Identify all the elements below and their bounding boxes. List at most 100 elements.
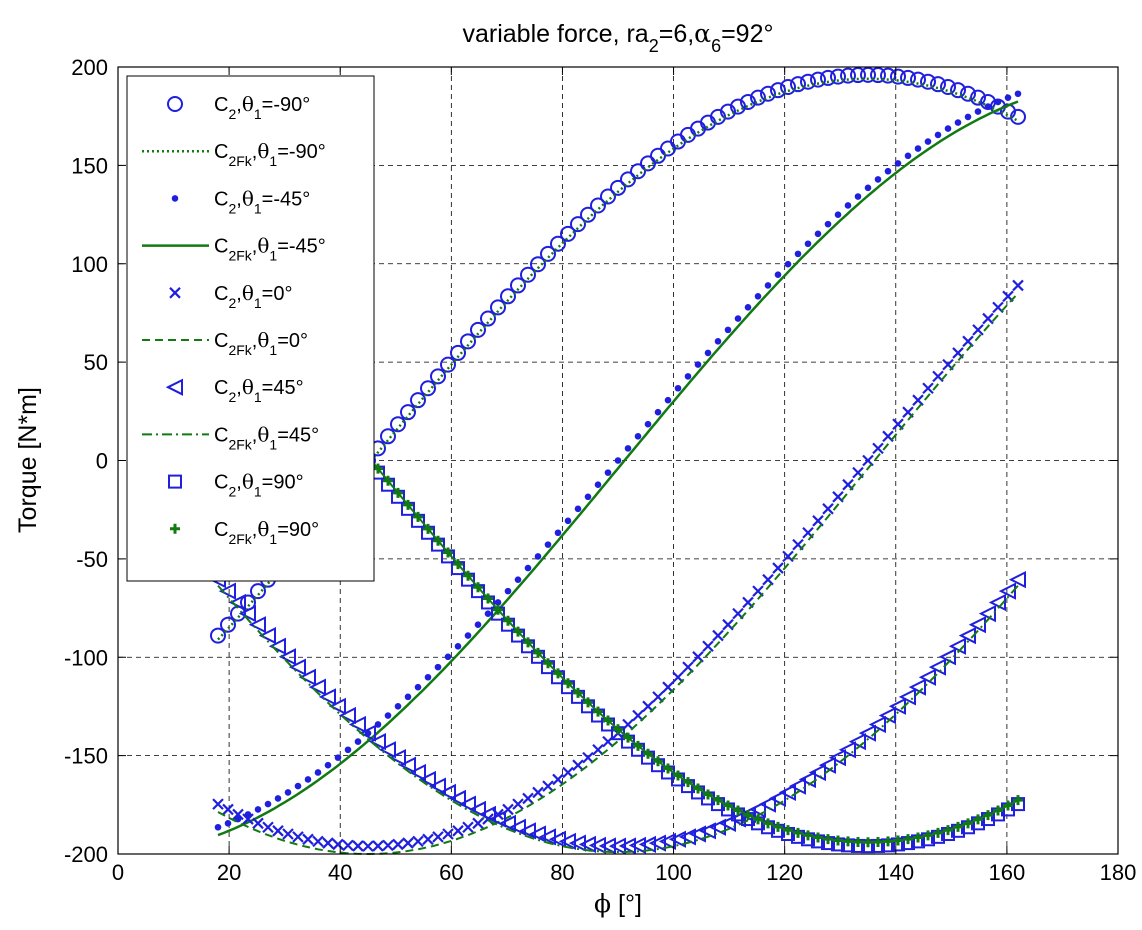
data-point [218, 582, 236, 600]
data-point [723, 800, 733, 811]
data-point [372, 840, 384, 852]
data-point [420, 380, 436, 397]
data-point [232, 808, 244, 821]
data-point [298, 668, 316, 686]
data-point [868, 715, 886, 734]
data-point [844, 202, 852, 209]
data-point [584, 493, 592, 501]
data-point [443, 547, 453, 558]
data-point [242, 813, 254, 825]
data-point [392, 838, 404, 851]
data-point [874, 176, 882, 183]
data-point [430, 368, 446, 385]
y-axis-label: Torque [N*m] [14, 387, 42, 533]
data-point [854, 193, 862, 200]
data-point [724, 326, 732, 334]
data-point [794, 250, 802, 258]
data-point [470, 321, 486, 338]
data-point [594, 481, 602, 489]
legend-label: C2Fk,θ1=-45° [214, 234, 326, 264]
data-point [402, 837, 414, 849]
data-point [663, 763, 673, 774]
data-point [284, 789, 292, 796]
data-point [462, 821, 474, 834]
data-point [848, 732, 866, 751]
data-point [560, 225, 576, 242]
data-point [534, 553, 542, 560]
data-point [423, 523, 433, 534]
data-point [618, 837, 636, 855]
y-tick-label: 50 [84, 350, 108, 375]
data-point [878, 706, 896, 725]
data-point [494, 599, 502, 606]
data-point [968, 616, 986, 634]
data-point [514, 576, 522, 583]
data-point [702, 640, 714, 653]
data-point [544, 541, 552, 548]
data-point [498, 814, 516, 832]
data-point [983, 810, 993, 821]
data-point [542, 780, 554, 792]
data-point [463, 570, 473, 581]
data-point [390, 416, 406, 433]
data-point [593, 706, 603, 717]
data-point [788, 777, 806, 795]
data-point [418, 770, 436, 789]
data-point [883, 836, 893, 847]
data-point [368, 732, 386, 751]
data-point [714, 338, 722, 345]
data-point [743, 810, 753, 821]
data-point [910, 71, 926, 88]
chart-title: variable force, ra2=6,α6=92° [463, 19, 774, 56]
x-tick-label: 20 [217, 860, 241, 885]
data-point [504, 587, 512, 595]
series-6 [217, 292, 1019, 856]
x-tick-label: 120 [766, 860, 803, 885]
legend-box [126, 75, 375, 582]
data-point [393, 487, 403, 498]
legend-marker [170, 523, 180, 534]
data-point [884, 167, 892, 175]
data-point [944, 125, 952, 132]
data-point [994, 98, 1002, 106]
data-point [422, 833, 434, 846]
data-point [713, 795, 723, 806]
data-point [753, 814, 763, 825]
data-point [853, 837, 863, 848]
data-point [833, 835, 843, 846]
data-point [664, 396, 672, 404]
data-point [930, 76, 946, 93]
data-point [610, 179, 626, 196]
data-point [503, 615, 513, 626]
data-point [318, 688, 336, 706]
legend-entry: C2,θ1=90° [168, 470, 304, 500]
data-point [653, 756, 663, 767]
data-point [744, 304, 752, 311]
data-point [758, 795, 776, 813]
data-point [760, 85, 776, 102]
data-point [703, 789, 713, 800]
data-point [772, 562, 784, 574]
data-point [552, 773, 564, 786]
data-point [472, 817, 484, 830]
data-point [904, 152, 912, 160]
data-point [572, 759, 584, 771]
data-point [264, 800, 272, 808]
legend-label: C2,θ1=0° [214, 281, 292, 311]
data-point [790, 76, 806, 93]
series-8 [217, 584, 1019, 853]
data-point [380, 428, 396, 445]
data-point [1003, 800, 1013, 811]
legend-label: C2,θ1=45° [214, 375, 304, 405]
data-point [338, 706, 356, 725]
data-point [762, 573, 774, 586]
data-point [864, 184, 872, 192]
data-point [490, 299, 506, 316]
data-point [588, 836, 606, 854]
data-point [274, 795, 282, 802]
data-point [694, 361, 702, 368]
data-point [414, 683, 422, 691]
data-point [532, 786, 544, 799]
data-point [322, 837, 334, 849]
data-point [608, 837, 626, 855]
